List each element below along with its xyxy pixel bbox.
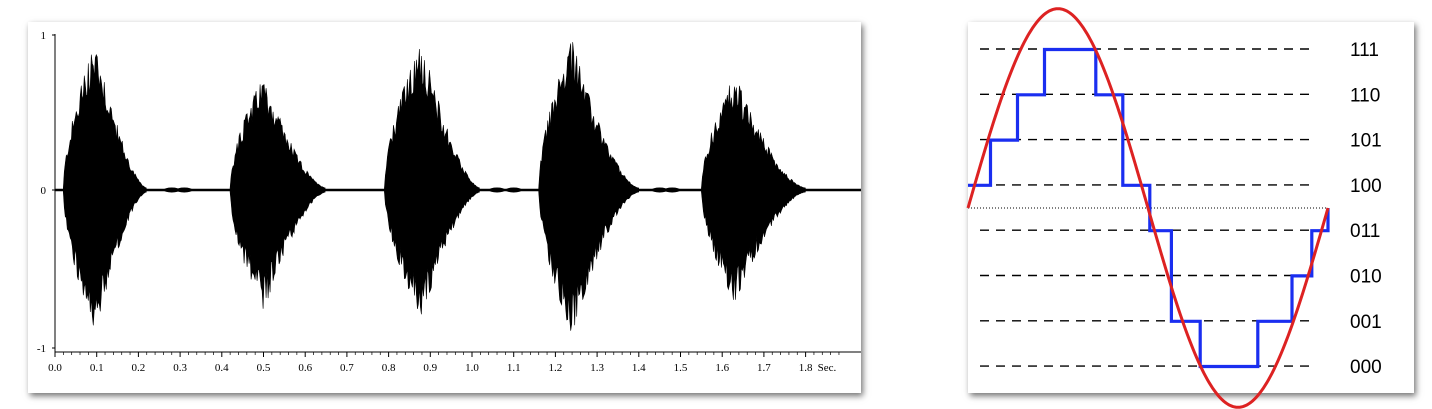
x-tick-label: 0.3	[173, 362, 187, 374]
x-tick-label: 0.1	[90, 362, 104, 374]
level-label: 100	[1350, 176, 1382, 197]
x-tick-label: 1.8	[799, 362, 813, 374]
x-tick-label: 0.5	[257, 362, 271, 374]
x-tick-label: 0.4	[215, 362, 229, 374]
x-tick-label: 1.4	[632, 362, 646, 374]
waveform-burst-5	[701, 85, 806, 300]
y-tick-label: 0	[41, 185, 47, 197]
x-tick-label: 1.2	[549, 362, 563, 374]
x-tick-label: 1.1	[507, 362, 521, 374]
level-label: 000	[1350, 357, 1382, 378]
level-label: 101	[1350, 131, 1382, 152]
waveform-burst-1	[63, 54, 147, 326]
waveform-panel: 1 0 -1 0.0 0.1 0.2 0.3 0.4 0.5 0.6 0.7 0.8 0.9 1.0 1.1…	[28, 22, 861, 393]
y-tick-label: 1	[41, 30, 47, 42]
x-tick-label: 0.2	[132, 362, 146, 374]
waveform-ripple	[664, 187, 681, 193]
waveform-ripple	[505, 187, 522, 193]
waveform-burst-4	[538, 42, 639, 331]
x-unit-label: Sec.	[818, 362, 837, 374]
waveform-ripple	[651, 187, 668, 193]
waveform-chart: 1 0 -10.0 0.1 0.2 0.3 0.4 0.5 0.6 0.7 0.8 0.9 1.0 1.1…	[37, 30, 861, 374]
x-tick-label: 0.7	[340, 362, 354, 374]
level-label: 011	[1350, 221, 1380, 242]
x-tick-label: 0.0	[48, 362, 62, 374]
quantization-chart: 111 110 101 100 011 010 001 000	[966, 7, 1382, 409]
quantization-panel: 111 110 101 100 011 010 001 000	[966, 7, 1414, 409]
quantized-step-series	[968, 47, 1330, 369]
analog-sine-series	[966, 7, 1330, 409]
level-label: 010	[1350, 267, 1382, 288]
y-tick-label: -1	[37, 343, 46, 355]
level-label: 110	[1350, 85, 1380, 106]
waveform-ripple	[176, 187, 193, 193]
waveform-ripple	[489, 187, 506, 193]
x-tick-label: 1.7	[757, 362, 771, 374]
x-tick-label: 0.9	[423, 362, 437, 374]
waveform-burst-3	[384, 48, 480, 315]
x-tick-label: 1.3	[590, 362, 604, 374]
level-label: 001	[1350, 312, 1382, 333]
x-tick-label: 1.6	[715, 362, 729, 374]
x-tick-label: 0.8	[382, 362, 396, 374]
waveform-ripple	[163, 187, 180, 193]
x-tick-label: 1.5	[674, 362, 688, 374]
waveform-burst-2	[229, 84, 326, 309]
x-tick-label: 0.6	[298, 362, 312, 374]
level-label: 111	[1350, 40, 1379, 61]
x-tick-label: 1.0	[465, 362, 479, 374]
